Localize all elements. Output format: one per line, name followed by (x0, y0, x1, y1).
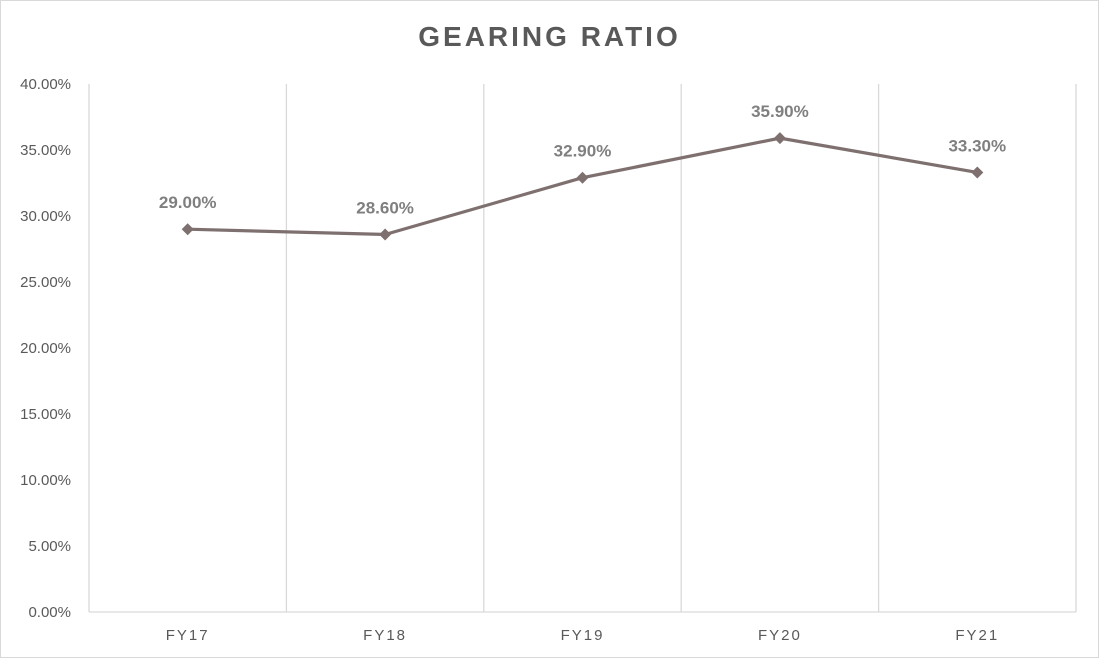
y-tick-label: 15.00% (20, 406, 71, 423)
x-tick-label: FY19 (561, 627, 605, 644)
data-label: 29.00% (159, 193, 217, 212)
data-label: 33.30% (948, 136, 1006, 155)
y-tick-label: 25.00% (20, 274, 71, 291)
y-tick-label: 30.00% (20, 208, 71, 225)
data-point-marker (576, 171, 589, 184)
data-point-marker (181, 223, 194, 236)
y-tick-label: 5.00% (28, 538, 71, 555)
x-tick-label: FY17 (166, 627, 210, 644)
data-point-marker (379, 228, 392, 241)
y-tick-label: 40.00% (20, 76, 71, 93)
x-tick-label: FY21 (955, 627, 999, 644)
y-tick-label: 10.00% (20, 472, 71, 489)
data-label: 28.60% (356, 198, 414, 217)
data-point-marker (971, 166, 984, 179)
x-tick-label: FY18 (363, 627, 407, 644)
y-tick-label: 0.00% (28, 604, 71, 621)
data-point-marker (773, 132, 786, 145)
data-label: 32.90% (554, 142, 612, 161)
data-label: 35.90% (751, 102, 809, 121)
y-tick-label: 20.00% (20, 340, 71, 357)
x-tick-label: FY20 (758, 627, 802, 644)
y-tick-label: 35.00% (20, 142, 71, 159)
chart-title: GEARING RATIO (418, 21, 681, 52)
